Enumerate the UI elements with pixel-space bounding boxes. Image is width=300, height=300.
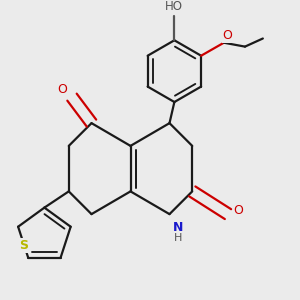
- Text: O: O: [222, 29, 232, 42]
- Text: O: O: [57, 82, 67, 95]
- Text: H: H: [173, 232, 182, 242]
- Text: O: O: [233, 204, 243, 218]
- Text: HO: HO: [165, 0, 183, 13]
- Text: N: N: [172, 220, 183, 234]
- Text: S: S: [19, 239, 28, 252]
